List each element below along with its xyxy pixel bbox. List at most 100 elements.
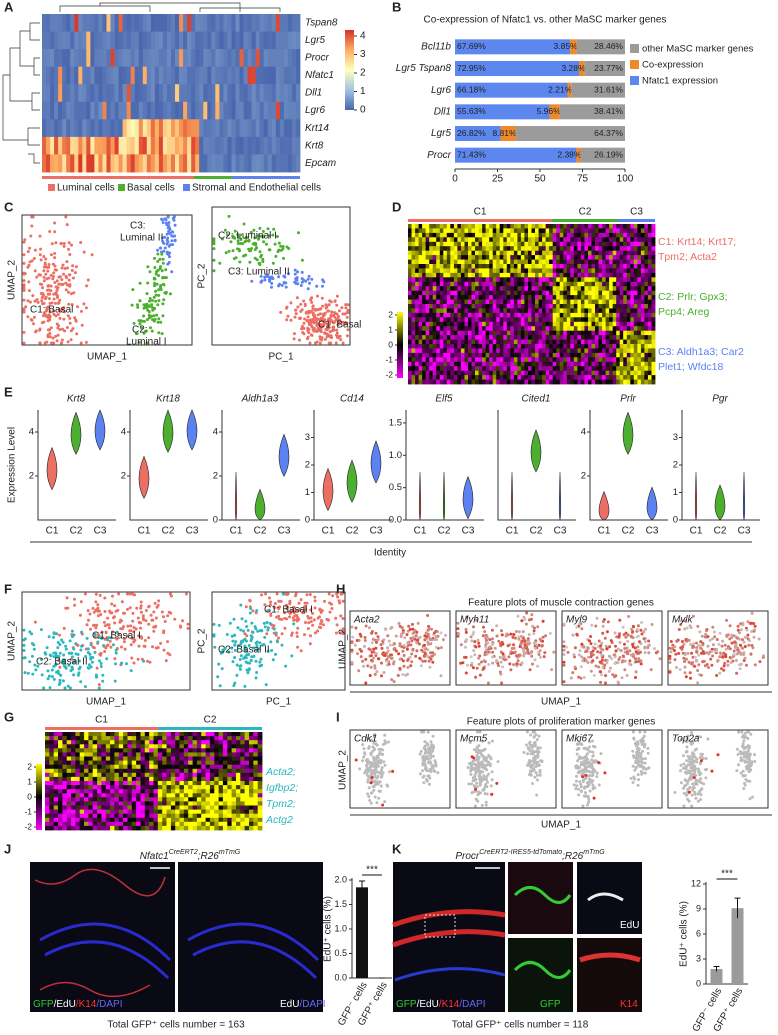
heatmap-cell (439, 299, 444, 305)
heatmap-cell (647, 361, 652, 367)
cell-point (321, 278, 325, 282)
heatmap-cell (418, 361, 423, 367)
heatmap-cell (475, 312, 479, 318)
heatmap-cell (647, 299, 652, 305)
heatmap-cell (517, 370, 522, 376)
heatmap-cell (191, 136, 196, 155)
heatmap-cell (425, 264, 430, 269)
cell-point (260, 643, 264, 647)
heatmap-cell (296, 14, 301, 32)
cell-point (107, 623, 111, 627)
heatmap-cell (94, 101, 99, 120)
heatmap-cell (275, 136, 281, 155)
cell-point (86, 651, 90, 654)
heatmap-cell (612, 264, 617, 269)
cell-point (80, 323, 84, 327)
heatmap-cell (70, 136, 75, 155)
cell-point (113, 657, 117, 661)
heatmap-cell (538, 237, 543, 243)
heatmap-cell (485, 255, 490, 260)
heatmap-cell (415, 357, 419, 363)
heatmap-cell (630, 237, 635, 243)
heatmap-cell (436, 228, 441, 234)
cluster-label: C2: Basal II (218, 645, 270, 656)
heatmap-cell (538, 312, 543, 318)
cell-point (267, 608, 271, 612)
heatmap-cell (267, 31, 273, 50)
heatmap-cell (552, 299, 557, 305)
cell-point (49, 326, 53, 330)
cell-point (277, 599, 281, 603)
heatmap-cell (623, 232, 628, 238)
axes (37, 410, 116, 521)
heatmap-cell (443, 348, 448, 354)
cell-point (85, 284, 89, 288)
heatmap-cell (584, 268, 589, 274)
heatmap-cell (425, 370, 430, 376)
heatmap-cell (531, 344, 536, 349)
heatmap-cell (531, 339, 536, 345)
cell-point (68, 316, 72, 320)
cell-point (39, 628, 43, 632)
heatmap-cell (520, 330, 525, 336)
heatmap-cell (545, 268, 550, 274)
dendrogram (2, 2, 281, 164)
cell-point (47, 263, 51, 266)
heatmap-cell (517, 361, 522, 367)
gene-label: Lgr6 (305, 105, 325, 116)
cell-point (87, 618, 90, 622)
heatmap-cell (422, 352, 426, 358)
heatmap-cell (651, 379, 656, 385)
heatmap-cell (566, 295, 571, 300)
heatmap-cell (429, 330, 434, 336)
heatmap-cell (556, 241, 561, 247)
heatmap-cell (70, 31, 75, 50)
heatmap-cell (429, 255, 434, 260)
heatmap-cell (647, 259, 652, 265)
heatmap-cell (436, 304, 441, 309)
heatmap-cell (577, 361, 582, 367)
heatmap-cell (489, 379, 494, 385)
heatmap-cell (457, 268, 462, 274)
heatmap-cell (94, 136, 99, 155)
cell-point (126, 634, 130, 638)
heatmap-cell (171, 14, 176, 32)
heatmap-cell (559, 352, 564, 358)
heatmap-cell (559, 232, 564, 238)
heatmap-cell (259, 136, 265, 155)
heatmap-cell (411, 312, 416, 318)
heatmap-cell (538, 241, 543, 247)
heatmap-cell (535, 317, 539, 323)
heatmap-cell (468, 272, 472, 278)
cell-point (229, 240, 233, 244)
heatmap-cell (66, 119, 71, 138)
heatmap-cell (489, 321, 494, 327)
heatmap-cell (114, 84, 119, 103)
cell-point (89, 657, 93, 661)
heatmap-cell (475, 330, 479, 336)
cell-point (252, 646, 256, 650)
heatmap-cell (267, 154, 273, 173)
cell-point (46, 292, 50, 296)
cell-point (39, 247, 43, 251)
heatmap-cell (162, 119, 168, 138)
heatmap-cell (563, 281, 568, 287)
heatmap-cell (545, 326, 550, 331)
heatmap-cell (644, 290, 649, 296)
heatmap-cell (411, 286, 416, 291)
heatmap-cell (535, 335, 539, 340)
cell-point (58, 316, 62, 320)
heatmap-cell (573, 224, 578, 229)
heatmap-cell (489, 366, 494, 371)
heatmap-cell (563, 290, 568, 296)
heatmap-cell (468, 281, 472, 287)
heatmap-cell (623, 375, 628, 380)
cell-point (139, 604, 143, 608)
heatmap-cell (573, 339, 578, 345)
heatmap-cell (612, 259, 617, 265)
heatmap-cell (464, 317, 469, 323)
heatmap-cell (411, 366, 416, 371)
cell-point (129, 643, 133, 647)
heatmap-cell (82, 136, 87, 155)
heatmap-cell (231, 84, 236, 103)
